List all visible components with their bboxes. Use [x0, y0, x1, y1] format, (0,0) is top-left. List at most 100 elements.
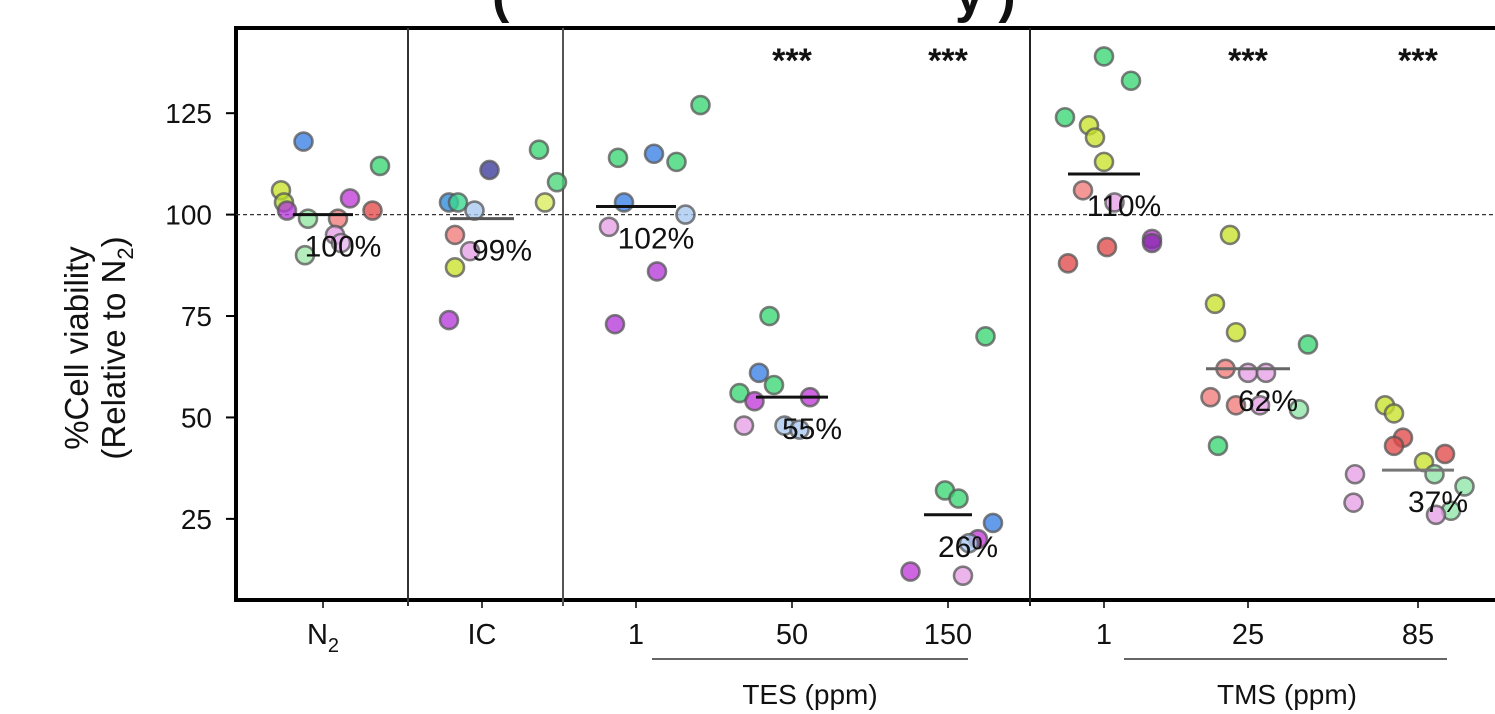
x-tick-label: 50	[776, 619, 808, 651]
data-point	[744, 390, 765, 412]
data-point	[1255, 362, 1277, 384]
data-point	[297, 208, 319, 229]
mean-label: 55%	[782, 413, 842, 446]
significance-stars: ***	[772, 42, 812, 80]
group-1: IC 99%	[438, 139, 568, 651]
data-point	[362, 200, 383, 221]
chart-title-right: y )	[955, 0, 1016, 24]
y-ticks: 25 50 75 100 125	[165, 98, 236, 535]
group-0: N2 100%	[270, 131, 391, 657]
data-point	[444, 224, 466, 246]
data-point	[958, 532, 980, 554]
group-3: 50 55% ***	[729, 42, 842, 651]
data-point	[1249, 394, 1271, 416]
x-tick-label: 1	[628, 619, 644, 651]
data-point	[1225, 394, 1247, 416]
data-point	[534, 192, 556, 213]
group-7: 85 37% ***	[1343, 42, 1475, 651]
data-point	[1434, 443, 1456, 465]
groups: N2 100% IC 99% 1 102% 50 55% *** 150 26% *** 1 110% 25…	[270, 42, 1475, 657]
data-point	[339, 188, 361, 209]
group-4: 150 26% ***	[900, 42, 1004, 651]
data-point	[1454, 476, 1475, 497]
significance-stars: ***	[1228, 42, 1268, 80]
x-tick-label: 25	[1232, 619, 1264, 651]
y-tick-label: 75	[181, 301, 212, 332]
data-point	[789, 419, 810, 440]
data-point	[369, 155, 391, 177]
data-point	[613, 192, 635, 213]
y-tick-label: 125	[165, 98, 212, 129]
data-point	[666, 151, 687, 173]
data-point	[528, 139, 550, 161]
data-point	[763, 374, 785, 396]
data-point	[327, 208, 349, 229]
data-point	[293, 131, 314, 152]
data-point	[1383, 403, 1405, 424]
chart-title-left: (	[492, 0, 510, 24]
data-point	[1141, 232, 1163, 254]
data-point	[276, 200, 298, 221]
significance-stars: ***	[1398, 42, 1438, 80]
data-point	[748, 362, 770, 384]
mean-label: 102%	[618, 222, 695, 255]
data-point	[675, 204, 696, 225]
data-point	[1204, 293, 1226, 315]
data-point	[1343, 492, 1364, 513]
data-point	[733, 415, 755, 436]
mean-label: 62%	[1238, 385, 1298, 418]
data-point	[690, 94, 711, 116]
data-point	[294, 244, 316, 266]
data-point	[604, 313, 626, 335]
data-point	[598, 216, 620, 238]
data-point	[900, 561, 921, 582]
group-5: 1 110%	[1054, 46, 1163, 651]
data-point	[952, 565, 974, 586]
data-point	[1225, 321, 1247, 343]
data-point	[1425, 504, 1447, 526]
data-point	[1054, 106, 1076, 128]
data-point	[1207, 435, 1229, 457]
data-point	[479, 159, 500, 181]
y-axis-label-line2: (Relative to N2)	[95, 236, 138, 459]
data-point	[447, 192, 469, 213]
data-point	[1072, 179, 1094, 201]
y-tick-label: 100	[165, 200, 212, 231]
data-point	[975, 326, 996, 347]
data-point	[948, 488, 969, 509]
y-tick-label: 25	[181, 504, 212, 535]
data-point	[444, 257, 466, 278]
x-tick-label: 1	[1096, 619, 1112, 651]
data-point	[1383, 435, 1405, 457]
data-point	[607, 147, 629, 169]
mean-label: 99%	[472, 235, 532, 268]
data-point	[1424, 463, 1445, 485]
data-point	[1200, 386, 1221, 408]
mean-label: 26%	[938, 531, 998, 564]
group-2: 1 102%	[596, 94, 711, 651]
data-point	[1288, 399, 1310, 420]
data-point	[759, 305, 780, 327]
mean-label: 37%	[1408, 486, 1468, 519]
tes-axis-label: TES (ppm)	[742, 679, 877, 710]
data-point	[459, 240, 481, 262]
y-axis-label: %Cell viability (Relative to N2)	[58, 236, 138, 459]
group-6: 25 62% ***	[1200, 42, 1319, 651]
data-point	[330, 232, 352, 254]
data-point	[982, 512, 1004, 534]
data-point	[1344, 463, 1366, 485]
tms-axis-label: TMS (ppm)	[1217, 679, 1357, 710]
data-point	[1120, 70, 1142, 92]
data-point	[1237, 362, 1259, 384]
data-point	[1093, 151, 1115, 173]
data-point	[1084, 127, 1106, 148]
x-tick-label: N2	[307, 619, 339, 657]
y-tick-label: 50	[181, 402, 212, 433]
x-tick-label: 85	[1402, 619, 1434, 651]
data-point	[643, 143, 665, 165]
data-point	[438, 309, 460, 331]
data-point	[546, 171, 568, 193]
data-point	[1057, 252, 1079, 274]
data-point	[1104, 192, 1125, 213]
